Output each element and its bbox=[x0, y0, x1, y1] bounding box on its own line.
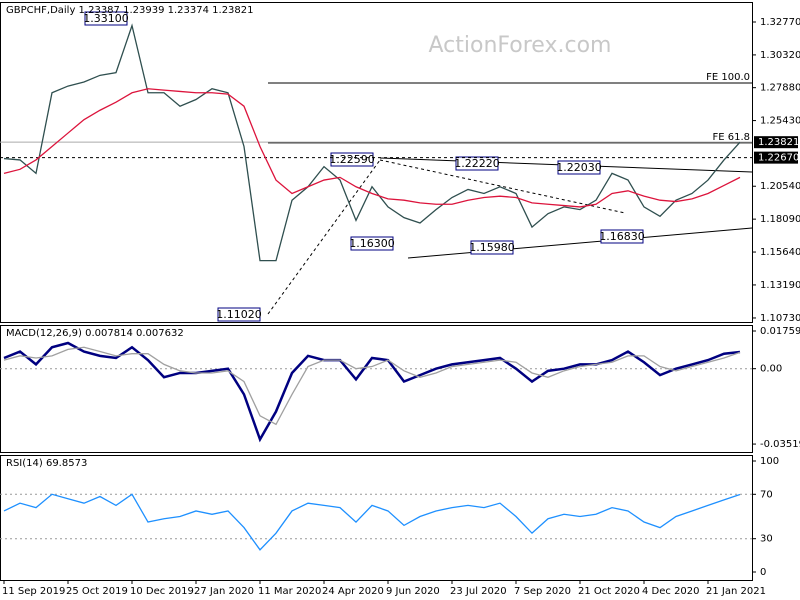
series-line bbox=[3, 23, 741, 262]
y-tick-label: 100 bbox=[760, 456, 779, 467]
annotation: 1.22590 bbox=[329, 153, 375, 166]
annotation-box bbox=[330, 152, 374, 167]
series-line bbox=[3, 346, 741, 426]
y-tick-label: 1.30320 bbox=[760, 50, 800, 61]
y-tick-label: 1.18090 bbox=[760, 214, 800, 225]
panel-frame bbox=[0, 325, 753, 453]
annotation-box bbox=[217, 307, 261, 322]
y-tick-label: 1.27880 bbox=[760, 83, 800, 94]
annotation-box bbox=[84, 11, 128, 26]
annotation-box bbox=[455, 156, 499, 171]
x-tick-label: 25 Oct 2019 bbox=[66, 586, 128, 597]
y-tick-label: 1.13190 bbox=[760, 280, 800, 291]
annotations: 1.33100 1.11020 1.22590 1.22220 1.22030 … bbox=[83, 11, 645, 322]
trendline bbox=[407, 227, 753, 259]
annotation-box bbox=[557, 160, 601, 175]
x-tick-label: 11 Mar 2020 bbox=[258, 586, 321, 597]
x-tick-label: 7 Sep 2020 bbox=[514, 586, 571, 597]
level-label: FE 61.8 bbox=[712, 132, 750, 143]
annotation-box bbox=[350, 236, 394, 251]
y-tick-label: 1.32770 bbox=[760, 17, 800, 28]
x-tick-label: 11 Sep 2019 bbox=[2, 586, 65, 597]
y-tick-label: -0.035194 bbox=[760, 439, 800, 450]
y-tick-label: 1.10730 bbox=[760, 313, 800, 324]
y-tick-label: 70 bbox=[760, 489, 773, 500]
panel-frame bbox=[0, 2, 753, 323]
annotation-box bbox=[470, 240, 514, 255]
x-tick-label: 9 Jun 2020 bbox=[386, 586, 440, 597]
y-tick-label: 0.00 bbox=[760, 364, 782, 375]
y-tick-label: 30 bbox=[760, 534, 773, 545]
x-tick-label: 23 Jul 2020 bbox=[450, 586, 507, 597]
x-tick-label: 10 Dec 2019 bbox=[130, 586, 194, 597]
series-line bbox=[3, 88, 741, 208]
annotation: 1.11020 bbox=[216, 308, 262, 321]
price-tag bbox=[754, 151, 798, 164]
panel-title: GBPCHF,Daily 1.23387 1.23939 1.23374 1.2… bbox=[6, 5, 254, 16]
y-tick-label: 1.20540 bbox=[760, 181, 800, 192]
annotation: 1.22220 bbox=[454, 157, 500, 170]
y-tick-label: 1.15640 bbox=[760, 247, 800, 258]
panel-title: MACD(12,26,9) 0.007814 0.007632 bbox=[6, 328, 184, 339]
annotation: 1.33100 bbox=[83, 12, 129, 25]
price-tag-label: 1.22670 bbox=[758, 153, 799, 164]
price-tag bbox=[754, 136, 798, 149]
annotation: 1.15980 bbox=[469, 241, 515, 254]
trendline bbox=[267, 159, 381, 315]
annotation-box bbox=[600, 229, 644, 244]
level-label: FE 100.0 bbox=[706, 72, 750, 83]
y-tick-label: 1.25430 bbox=[760, 116, 800, 127]
series-line bbox=[3, 341, 741, 443]
annotation: 1.16300 bbox=[349, 237, 395, 250]
y-tick-label: 0 bbox=[760, 567, 766, 578]
x-tick-label: 4 Dec 2020 bbox=[642, 586, 700, 597]
annotation: 1.22030 bbox=[556, 161, 602, 174]
panel-title: RSI(14) 69.8573 bbox=[6, 458, 87, 469]
watermark: ActionForex.com bbox=[429, 33, 612, 58]
series-line bbox=[3, 493, 741, 551]
panel-frame bbox=[0, 455, 753, 581]
y-tick-label: 0.017599 bbox=[760, 326, 800, 337]
x-tick-label: 24 Apr 2020 bbox=[322, 586, 384, 597]
price-tag-label: 1.23821 bbox=[758, 137, 799, 148]
x-tick-label: 21 Jan 2021 bbox=[706, 586, 766, 597]
annotation: 1.16830 bbox=[599, 230, 645, 243]
x-tick-label: 27 Jan 2020 bbox=[194, 586, 254, 597]
x-tick-label: 21 Oct 2020 bbox=[578, 586, 640, 597]
